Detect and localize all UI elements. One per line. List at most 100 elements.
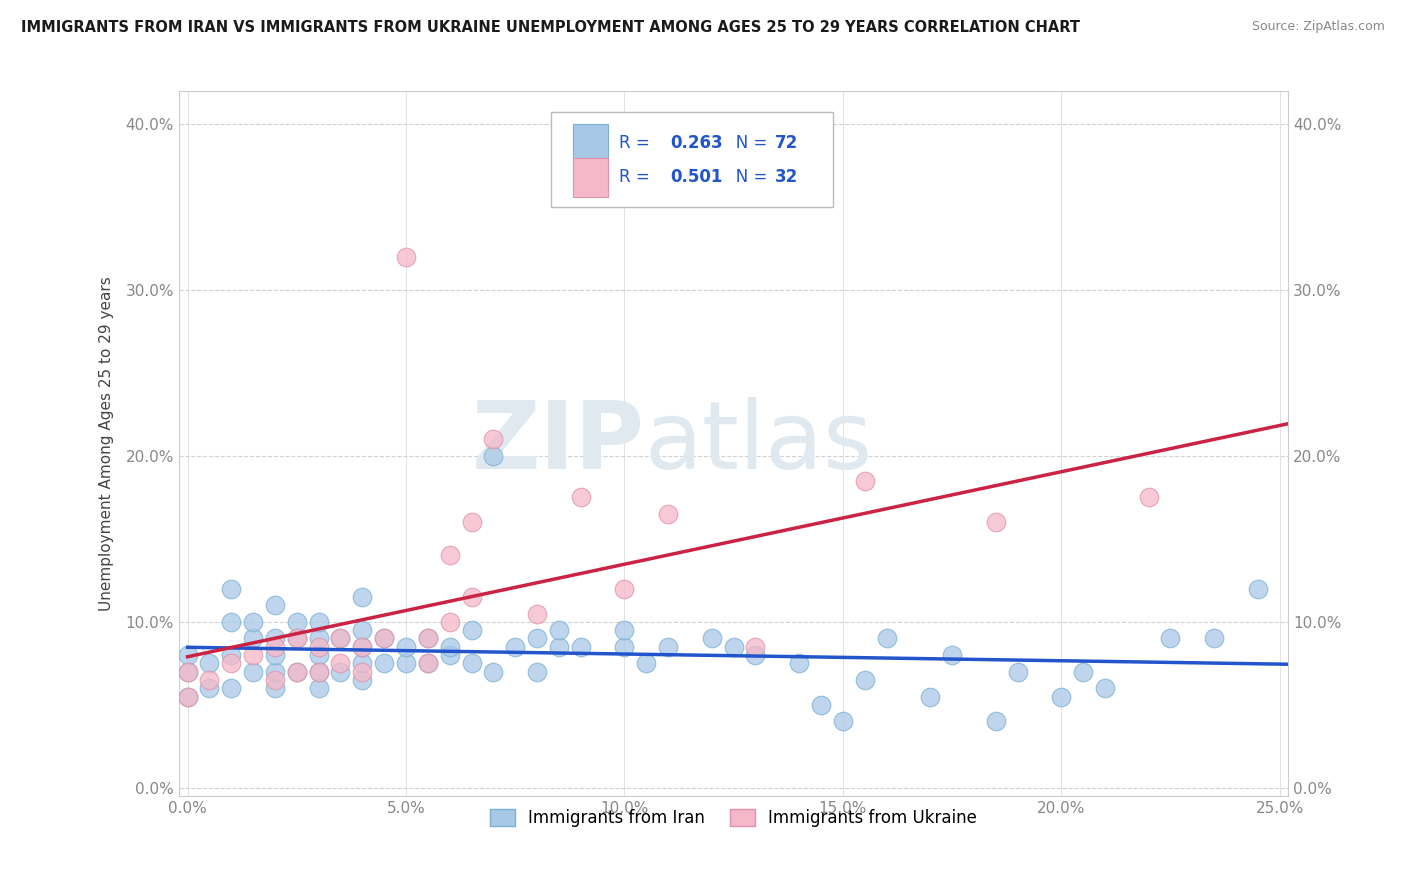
Point <box>1071 665 1094 679</box>
Point <box>657 640 679 654</box>
Text: R =: R = <box>619 135 655 153</box>
Point <box>482 449 505 463</box>
Point <box>744 640 766 654</box>
Point <box>308 648 330 662</box>
Point <box>264 673 287 687</box>
Text: Source: ZipAtlas.com: Source: ZipAtlas.com <box>1251 20 1385 33</box>
Point <box>744 648 766 662</box>
Point <box>264 599 287 613</box>
Point <box>176 665 198 679</box>
Point <box>787 657 810 671</box>
Point <box>460 623 482 637</box>
Text: N =: N = <box>720 169 773 186</box>
Text: R =: R = <box>619 169 655 186</box>
Legend: Immigrants from Iran, Immigrants from Ukraine: Immigrants from Iran, Immigrants from Uk… <box>484 802 984 834</box>
Point <box>308 681 330 696</box>
Point <box>329 632 352 646</box>
Point <box>853 673 876 687</box>
Point <box>526 632 548 646</box>
Point <box>416 632 439 646</box>
Point <box>198 681 221 696</box>
Point <box>373 657 395 671</box>
Text: N =: N = <box>720 135 773 153</box>
Point <box>308 632 330 646</box>
Point <box>548 623 571 637</box>
FancyBboxPatch shape <box>572 158 609 197</box>
Point <box>373 632 395 646</box>
Point <box>810 698 832 712</box>
Point <box>1050 690 1073 704</box>
Point <box>657 507 679 521</box>
Point <box>285 665 308 679</box>
Point <box>219 657 242 671</box>
Point <box>219 681 242 696</box>
Point <box>1159 632 1181 646</box>
Point <box>308 615 330 629</box>
Point <box>1247 582 1270 596</box>
Point <box>352 623 374 637</box>
Point <box>700 632 723 646</box>
Point <box>1204 632 1226 646</box>
Point <box>636 657 658 671</box>
Point <box>219 615 242 629</box>
Point <box>416 657 439 671</box>
Text: 72: 72 <box>775 135 799 153</box>
Point <box>329 657 352 671</box>
Point <box>395 640 418 654</box>
Point <box>876 632 898 646</box>
Point <box>219 648 242 662</box>
Point <box>941 648 963 662</box>
Point <box>482 432 505 446</box>
Point <box>264 648 287 662</box>
FancyBboxPatch shape <box>572 124 609 162</box>
Point <box>1007 665 1029 679</box>
Point <box>285 615 308 629</box>
Point <box>352 590 374 604</box>
Point <box>439 549 461 563</box>
Point <box>352 673 374 687</box>
Point <box>264 632 287 646</box>
Point <box>831 714 853 729</box>
Point <box>984 714 1007 729</box>
Point <box>416 632 439 646</box>
Point <box>219 582 242 596</box>
Point <box>460 590 482 604</box>
Point <box>439 640 461 654</box>
Point <box>503 640 526 654</box>
Point <box>329 665 352 679</box>
Point <box>569 640 592 654</box>
Point <box>329 632 352 646</box>
Point <box>526 607 548 621</box>
Point <box>460 516 482 530</box>
Point <box>176 690 198 704</box>
Point <box>439 615 461 629</box>
Point <box>176 648 198 662</box>
Y-axis label: Unemployment Among Ages 25 to 29 years: Unemployment Among Ages 25 to 29 years <box>100 277 114 611</box>
Point <box>285 665 308 679</box>
Point <box>242 615 264 629</box>
Text: 32: 32 <box>775 169 799 186</box>
Point <box>285 632 308 646</box>
Point <box>198 673 221 687</box>
Point <box>198 657 221 671</box>
Point <box>395 657 418 671</box>
Point <box>242 665 264 679</box>
Point <box>352 665 374 679</box>
Point <box>853 474 876 488</box>
Point <box>460 657 482 671</box>
Point <box>416 657 439 671</box>
Point <box>176 690 198 704</box>
Point <box>308 640 330 654</box>
Point <box>1094 681 1116 696</box>
Point <box>264 640 287 654</box>
Point <box>373 632 395 646</box>
Point <box>308 665 330 679</box>
Text: 0.263: 0.263 <box>671 135 723 153</box>
Point <box>526 665 548 679</box>
Point <box>308 665 330 679</box>
Point <box>264 665 287 679</box>
Point <box>439 648 461 662</box>
Text: IMMIGRANTS FROM IRAN VS IMMIGRANTS FROM UKRAINE UNEMPLOYMENT AMONG AGES 25 TO 29: IMMIGRANTS FROM IRAN VS IMMIGRANTS FROM … <box>21 20 1080 35</box>
Point <box>352 640 374 654</box>
Point <box>395 250 418 264</box>
